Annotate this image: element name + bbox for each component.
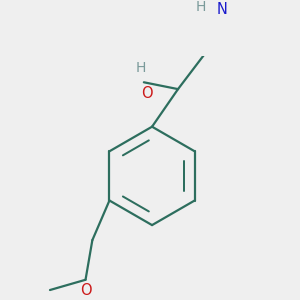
Text: H: H (196, 0, 206, 14)
Text: O: O (80, 283, 91, 298)
Text: H: H (136, 61, 146, 75)
Text: N: N (217, 2, 228, 17)
Text: O: O (141, 86, 152, 101)
